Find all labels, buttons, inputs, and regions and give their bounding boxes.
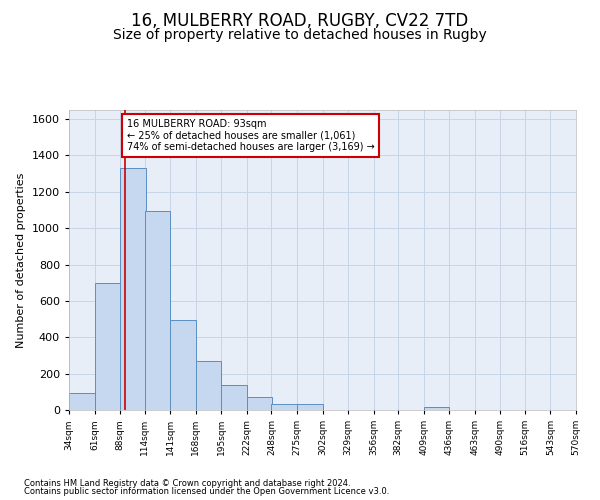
Bar bbox=[120, 168, 146, 410]
Bar bbox=[271, 404, 297, 410]
Bar bbox=[196, 361, 221, 410]
Bar bbox=[145, 211, 170, 410]
Y-axis label: Number of detached properties: Number of detached properties bbox=[16, 172, 26, 348]
Bar bbox=[170, 320, 196, 410]
Bar bbox=[297, 404, 323, 410]
Bar bbox=[424, 407, 449, 410]
Text: Size of property relative to detached houses in Rugby: Size of property relative to detached ho… bbox=[113, 28, 487, 42]
Bar bbox=[221, 386, 247, 410]
Text: Contains HM Land Registry data © Crown copyright and database right 2024.: Contains HM Land Registry data © Crown c… bbox=[24, 478, 350, 488]
Bar bbox=[247, 398, 272, 410]
Bar bbox=[95, 282, 120, 410]
Bar bbox=[69, 392, 95, 410]
Text: 16, MULBERRY ROAD, RUGBY, CV22 7TD: 16, MULBERRY ROAD, RUGBY, CV22 7TD bbox=[131, 12, 469, 30]
Text: 16 MULBERRY ROAD: 93sqm
← 25% of detached houses are smaller (1,061)
74% of semi: 16 MULBERRY ROAD: 93sqm ← 25% of detache… bbox=[127, 119, 374, 152]
Text: Contains public sector information licensed under the Open Government Licence v3: Contains public sector information licen… bbox=[24, 487, 389, 496]
